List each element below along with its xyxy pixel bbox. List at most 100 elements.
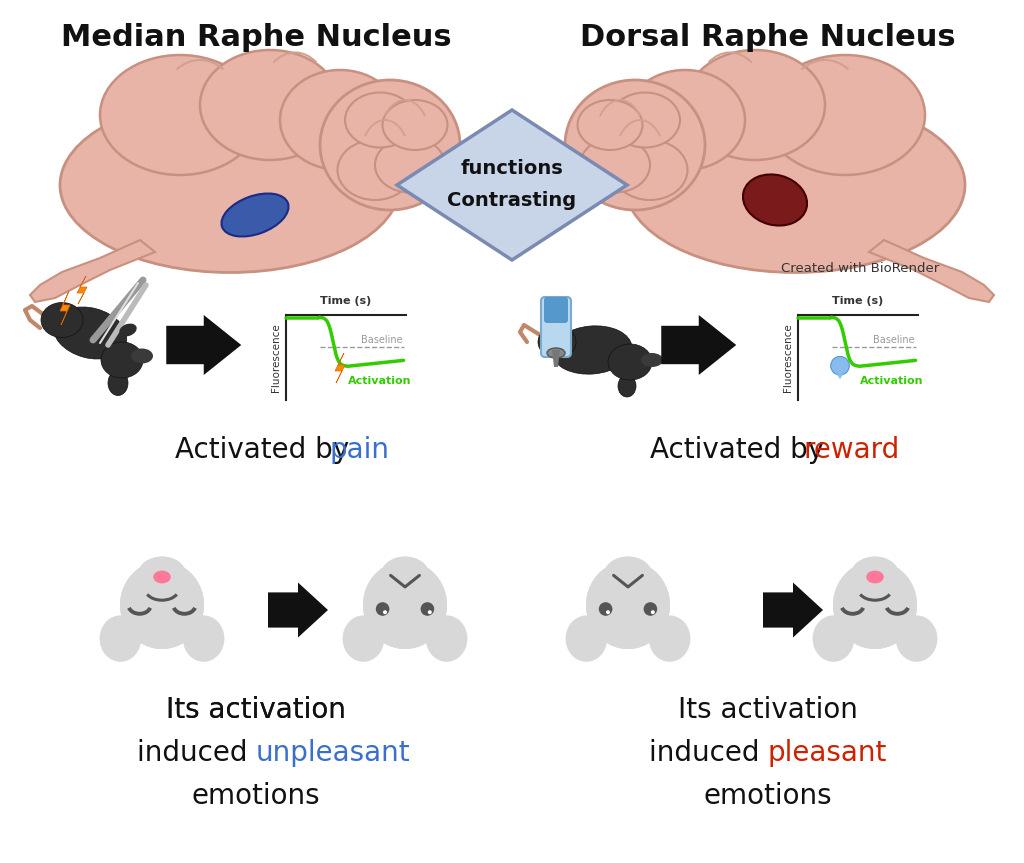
Ellipse shape [53,307,127,359]
Ellipse shape [833,561,918,649]
Polygon shape [833,366,848,379]
Ellipse shape [813,615,854,662]
Ellipse shape [604,557,652,593]
Ellipse shape [383,100,447,150]
Ellipse shape [120,561,204,649]
Ellipse shape [610,92,680,148]
Circle shape [421,602,434,616]
Text: Baseline: Baseline [872,336,914,345]
Ellipse shape [362,561,447,649]
Text: induced: induced [136,739,256,767]
Ellipse shape [586,561,670,649]
Ellipse shape [101,342,143,378]
Ellipse shape [319,80,460,210]
Ellipse shape [833,561,918,649]
Text: Baseline: Baseline [360,336,402,345]
Ellipse shape [547,348,565,358]
Ellipse shape [381,557,429,593]
Ellipse shape [618,375,636,397]
Text: Activation: Activation [860,376,924,387]
Ellipse shape [565,615,607,662]
Ellipse shape [41,303,83,337]
Ellipse shape [131,349,153,363]
Text: induced: induced [648,739,768,767]
Ellipse shape [338,140,413,200]
Ellipse shape [851,557,899,593]
Ellipse shape [100,55,260,175]
Ellipse shape [426,615,467,662]
Polygon shape [268,583,328,638]
Circle shape [383,610,387,614]
Text: Its activation: Its activation [678,696,858,724]
Ellipse shape [538,326,575,358]
Circle shape [428,610,432,614]
Ellipse shape [625,70,745,170]
Polygon shape [166,315,242,375]
Text: Time (s): Time (s) [833,296,884,306]
Ellipse shape [765,55,925,175]
Text: emotions: emotions [703,782,833,810]
Text: Contrasting: Contrasting [447,192,577,211]
Ellipse shape [138,557,186,593]
Ellipse shape [612,140,687,200]
Ellipse shape [221,193,289,236]
FancyBboxPatch shape [544,297,568,323]
Circle shape [644,602,657,616]
Text: Its activation: Its activation [166,696,346,724]
Circle shape [606,610,610,614]
Ellipse shape [586,561,670,649]
Text: pain: pain [330,436,390,464]
Ellipse shape [604,557,652,593]
Ellipse shape [578,100,642,150]
Ellipse shape [200,50,340,160]
Ellipse shape [743,174,807,225]
Text: Dorsal Raphe Nucleus: Dorsal Raphe Nucleus [581,23,955,53]
Polygon shape [30,240,155,302]
Ellipse shape [649,615,690,662]
Text: Its activation: Its activation [166,696,346,724]
Ellipse shape [565,80,705,210]
Circle shape [599,602,612,616]
Polygon shape [763,583,823,638]
Polygon shape [335,353,345,383]
Ellipse shape [685,50,825,160]
Ellipse shape [183,615,224,662]
Ellipse shape [343,615,384,662]
Ellipse shape [552,326,632,375]
Circle shape [830,356,849,375]
Ellipse shape [625,98,965,273]
Text: Activation: Activation [348,376,412,387]
Ellipse shape [154,570,171,583]
Circle shape [376,602,389,616]
Text: Created with BioRender: Created with BioRender [781,261,939,274]
Text: unpleasant: unpleasant [256,739,411,767]
Text: pleasant: pleasant [768,739,888,767]
Ellipse shape [138,557,186,593]
Ellipse shape [381,557,429,593]
Polygon shape [552,350,560,367]
Text: Fluorescence: Fluorescence [271,323,281,392]
Ellipse shape [608,344,652,380]
Polygon shape [77,276,87,304]
Circle shape [651,610,654,614]
Text: Time (s): Time (s) [321,296,372,306]
Ellipse shape [641,353,663,367]
Text: Activated by: Activated by [650,436,833,464]
Ellipse shape [60,98,400,273]
Text: Activated by: Activated by [175,436,358,464]
Polygon shape [869,240,994,302]
Ellipse shape [345,92,415,148]
Polygon shape [397,110,627,260]
Ellipse shape [896,615,937,662]
Ellipse shape [851,557,899,593]
Ellipse shape [108,370,128,395]
Polygon shape [60,291,70,325]
Ellipse shape [375,137,445,192]
Ellipse shape [280,70,400,170]
Ellipse shape [120,561,204,649]
Polygon shape [662,315,736,375]
Text: Fluorescence: Fluorescence [783,323,793,392]
Ellipse shape [866,570,884,583]
Text: emotions: emotions [191,782,321,810]
Text: functions: functions [461,160,563,179]
